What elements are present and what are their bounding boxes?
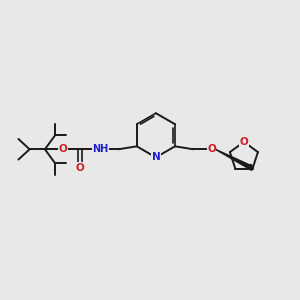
Polygon shape <box>215 149 253 170</box>
Text: O: O <box>207 144 216 154</box>
Text: O: O <box>76 163 85 172</box>
Text: O: O <box>59 144 68 154</box>
Text: N: N <box>152 152 160 162</box>
Text: NH: NH <box>92 144 108 154</box>
Text: O: O <box>239 137 248 147</box>
